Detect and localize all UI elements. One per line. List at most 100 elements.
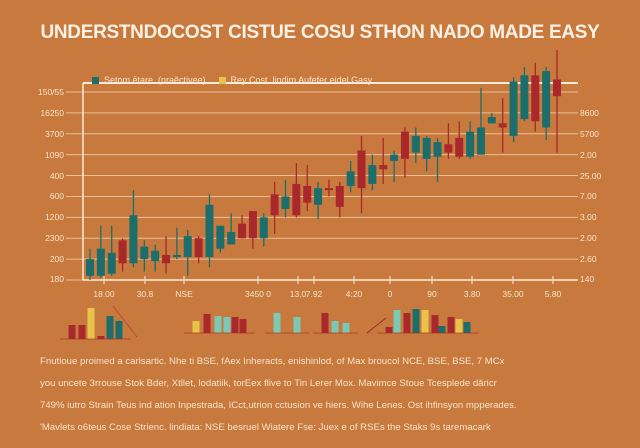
trend-line	[112, 305, 138, 338]
mini-bar	[342, 323, 350, 333]
candle-body-up	[346, 171, 355, 186]
paragraph-line: Fnutioue proimed a carisartic. Nhe ti BS…	[40, 356, 505, 367]
candle-body-down	[335, 186, 344, 207]
candle-body-up	[314, 188, 323, 205]
candle-body-up	[281, 196, 290, 209]
mini-bar	[331, 321, 339, 333]
mini-bar	[447, 317, 455, 333]
y-tick-label-left: 200	[49, 254, 64, 264]
mini-bar	[393, 310, 401, 333]
y-tick-label-right: 25.00	[580, 171, 602, 181]
y-tick-label-right: 7.00	[580, 191, 597, 201]
mini-bar	[97, 336, 105, 339]
candle-body-up	[151, 250, 160, 262]
candle-body-up	[520, 75, 529, 120]
candle-body-up	[216, 225, 225, 249]
candle-body-down	[444, 144, 453, 153]
mini-bar	[455, 319, 463, 333]
candle-body-down	[498, 123, 507, 128]
x-tick-label: 18.00	[93, 289, 115, 299]
x-tick-label: NSE	[175, 289, 193, 299]
candle-body-down	[194, 238, 203, 258]
y-tick-label-right: 2.60	[580, 254, 597, 264]
candle-body-up	[140, 246, 149, 260]
candle-body-up	[368, 165, 377, 184]
y-tick-label-left: 16250	[40, 108, 64, 118]
candle-body-down	[248, 211, 257, 239]
x-tick-label: 3450 0	[245, 289, 271, 299]
y-tick-label-left: 1090	[45, 150, 64, 160]
candle-body-up	[390, 154, 399, 161]
y-tick-label-left: 150/55	[38, 87, 64, 97]
candle-body-up	[129, 215, 138, 264]
mini-bar	[321, 313, 329, 333]
paragraph-line: 'Mavlets o6teus Cose Strienc. lindiata: …	[40, 422, 491, 433]
y-tick-label-right: 5700	[580, 129, 599, 139]
mini-bar	[87, 308, 95, 339]
candle-body-up	[227, 231, 236, 245]
candle-body-down	[357, 150, 366, 189]
candle-body-up	[466, 131, 475, 157]
x-tick-label: 3.80	[463, 289, 481, 299]
mini-bar	[115, 321, 123, 339]
candle-body-down	[303, 186, 312, 203]
y-tick-label-left: 3700	[45, 129, 64, 139]
candle-body-down	[292, 183, 301, 216]
x-tick-label: 5.80	[544, 289, 562, 299]
mini-bar	[203, 314, 211, 333]
candle-body-up	[205, 204, 214, 258]
mini-bar	[106, 316, 114, 339]
mini-bar	[214, 316, 222, 333]
mini-bar	[412, 309, 420, 333]
mini-bar	[192, 321, 200, 333]
x-tick-label: 35.00	[502, 289, 524, 299]
candle-body-up	[96, 248, 105, 276]
mini-bar	[385, 327, 393, 333]
legend-swatch-teal	[92, 76, 99, 84]
legend-label-1: Setom ētare (nraěctivee)	[104, 75, 206, 85]
x-tick-label: 90	[427, 289, 437, 299]
x-tick-label: 0	[387, 289, 393, 299]
candle-body-up	[433, 142, 442, 157]
candle-body-up	[422, 137, 431, 159]
legend: Setom ētare (nraěctivee) Rey Cost lindim…	[92, 75, 372, 85]
description-paragraph: Fnutioue proimed a carisartic. Nhe ti BS…	[40, 351, 620, 439]
legend-swatch-yellow	[218, 76, 226, 84]
y-tick-label-left: 1200	[45, 212, 64, 222]
x-tick-label: 30.8	[136, 289, 154, 299]
x-tick-label: 13.0	[289, 289, 307, 299]
candle-body-up	[542, 71, 551, 128]
candle-body-down	[162, 254, 171, 264]
candle-body-up	[172, 254, 181, 258]
y-tick-label-right: 8600	[580, 108, 599, 118]
candle-body-up	[476, 127, 485, 155]
mini-bar	[273, 313, 281, 333]
mini-bar	[223, 317, 231, 333]
y-tick-label-right: 2.00	[580, 233, 597, 243]
mini-bar	[78, 325, 86, 339]
mini-bar	[463, 322, 471, 333]
candle-body-up	[411, 135, 420, 153]
mini-bar	[421, 310, 429, 333]
candle-body-down	[238, 223, 247, 239]
y-tick-label-left: 2300	[45, 233, 64, 243]
mini-bar	[293, 317, 301, 333]
mini-bar	[68, 325, 76, 339]
y-tick-label-left: 600	[49, 191, 64, 201]
candle-body-up	[487, 117, 496, 124]
candle-body-down	[455, 137, 464, 157]
y-tick-label-left: 180	[49, 274, 64, 284]
candle-body-up	[86, 259, 94, 276]
chart-title: UNDERSTNDOCOST CISTUE COSU STHON NADO MA…	[40, 22, 600, 43]
candle-body-up	[259, 217, 268, 239]
candle-body-down	[118, 240, 127, 264]
candle-body-down	[531, 75, 540, 122]
candle-body-up	[183, 236, 192, 258]
paragraph-line: you uncete 3rrouse Stok Bder, Xtllet, lo…	[40, 378, 497, 389]
mini-bar	[403, 313, 411, 333]
candle-body-up	[107, 252, 116, 274]
y-tick-label-right: 3.00	[580, 212, 597, 222]
candle-body-up	[509, 81, 518, 136]
candle-body-down	[400, 131, 409, 159]
